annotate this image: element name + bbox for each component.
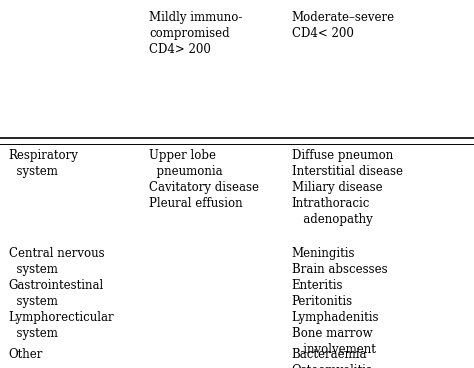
Text: Moderate–severe
CD4< 200: Moderate–severe CD4< 200: [292, 11, 395, 40]
Text: Other: Other: [9, 348, 43, 361]
Text: Respiratory
  system: Respiratory system: [9, 149, 78, 178]
Text: Meningitis
Brain abscesses
Enteritis
Peritonitis
Lymphadenitis
Bone marrow
   in: Meningitis Brain abscesses Enteritis Per…: [292, 247, 387, 355]
Text: Bacteraemia
Osteomyelitis: Bacteraemia Osteomyelitis: [292, 348, 373, 368]
Text: Mildly immuno-
compromised
CD4> 200: Mildly immuno- compromised CD4> 200: [149, 11, 243, 56]
Text: Central nervous
  system
Gastrointestinal
  system
Lymphorecticular
  system: Central nervous system Gastrointestinal …: [9, 247, 114, 340]
Text: Diffuse pneumon
Interstitial disease
Miliary disease
Intrathoracic
   adenopathy: Diffuse pneumon Interstitial disease Mil…: [292, 149, 402, 226]
Text: Upper lobe
  pneumonia
Cavitatory disease
Pleural effusion: Upper lobe pneumonia Cavitatory disease …: [149, 149, 259, 210]
